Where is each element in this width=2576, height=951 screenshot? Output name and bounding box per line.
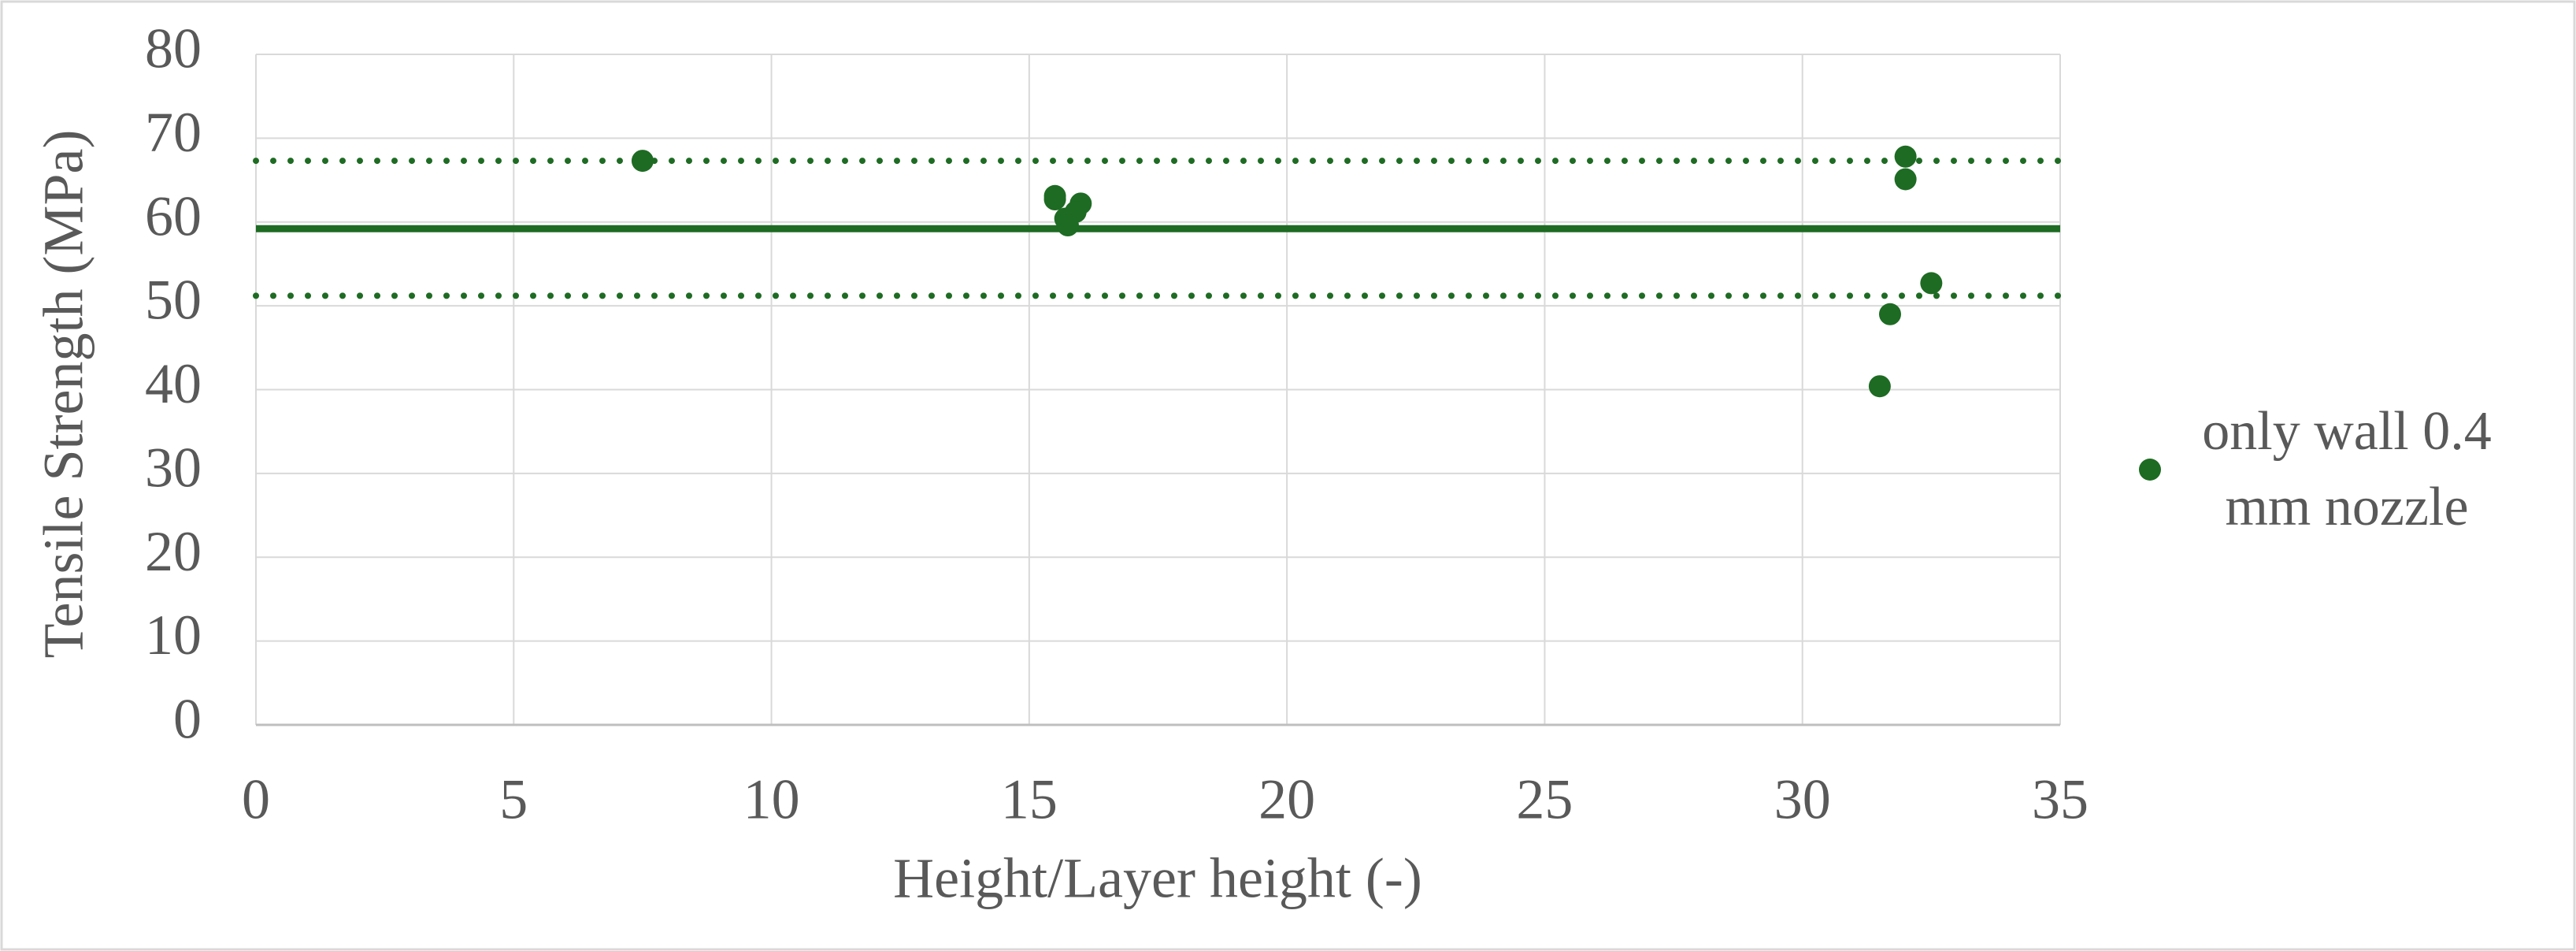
y-tick-label: 60 [145, 184, 202, 247]
data-point [1894, 168, 1917, 191]
x-axis-title: Height/Layer height (-) [893, 847, 1422, 910]
data-point [631, 150, 654, 173]
data-point [1868, 375, 1891, 398]
data-point [1043, 188, 1066, 211]
x-tick-label: 35 [2032, 768, 2089, 831]
y-axis-title: Tensile Strength (MPa) [32, 130, 95, 659]
x-tick-label: 5 [499, 768, 528, 831]
y-tick-label: 30 [145, 436, 202, 499]
y-tick-label: 0 [173, 688, 202, 751]
data-point [1056, 214, 1079, 237]
x-tick-label: 10 [743, 768, 800, 831]
legend-marker-box [2139, 459, 2161, 481]
x-tick-label: 0 [242, 768, 270, 831]
y-tick-label: 80 [145, 17, 202, 80]
x-tick-label: 30 [1774, 768, 1831, 831]
legend: only wall 0.4 mm nozzle [2126, 394, 2520, 545]
x-tick-label: 20 [1258, 768, 1315, 831]
legend-label: only wall 0.4 mm nozzle [2202, 401, 2492, 537]
y-tick-label: 40 [145, 352, 202, 415]
y-tick-label: 20 [145, 520, 202, 583]
data-point [1878, 303, 1901, 325]
y-tick-label: 50 [145, 269, 202, 332]
x-tick-label: 15 [1001, 768, 1058, 831]
x-tick-label: 25 [1516, 768, 1573, 831]
data-point [1894, 145, 1917, 168]
y-tick-label: 70 [145, 101, 202, 164]
data-point [1920, 272, 1943, 295]
legend-marker [2139, 459, 2161, 481]
y-tick-label: 10 [145, 604, 202, 667]
